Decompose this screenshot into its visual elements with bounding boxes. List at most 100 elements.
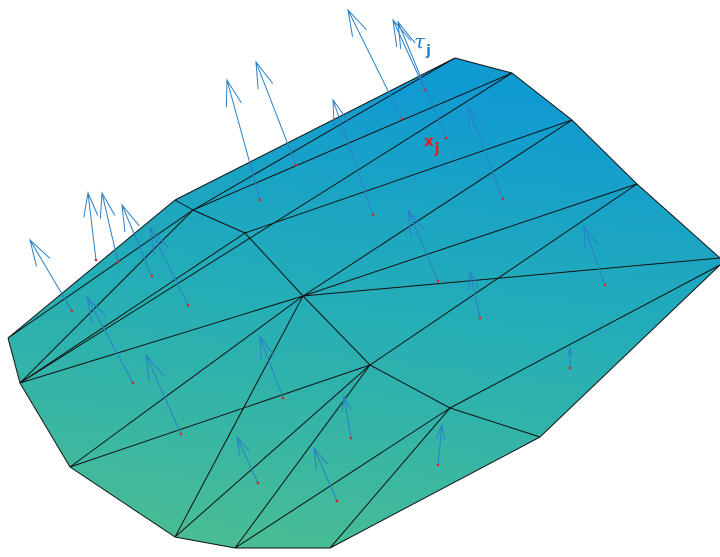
- mesh-edge: [636, 183, 720, 259]
- normal-arrow: [255, 60, 298, 167]
- mesh-edge: [174, 364, 371, 538]
- arrow-head: [313, 446, 328, 470]
- arrow-head: [99, 191, 116, 219]
- tau-subscript: j: [425, 43, 431, 59]
- arrow-head: [29, 238, 51, 267]
- arrow-shaft: [583, 225, 606, 286]
- normal-arrow: [149, 226, 190, 307]
- mesh-edge: [174, 295, 304, 538]
- mesh-edge: [69, 466, 176, 538]
- arrow-head: [392, 18, 412, 47]
- mesh-edge: [174, 57, 456, 201]
- sample-point: [568, 366, 572, 370]
- mesh-edge: [234, 364, 371, 549]
- sample-point: [281, 396, 285, 400]
- arrow-shaft: [469, 271, 481, 319]
- arrow-shaft: [145, 354, 182, 435]
- arrow-head: [121, 203, 140, 233]
- mesh-edge: [302, 183, 638, 297]
- tau-label: τj: [414, 29, 431, 59]
- arrow-head: [86, 295, 107, 324]
- sample-point: [116, 260, 120, 264]
- arrow-head: [567, 346, 573, 356]
- mesh-edge: [69, 295, 304, 468]
- sample-point: [179, 432, 183, 436]
- mesh-edge: [19, 295, 304, 384]
- normal-arrow: [468, 270, 482, 320]
- mesh-edge: [19, 382, 71, 468]
- normal-arrow: [29, 238, 74, 313]
- normal-arrow: [225, 78, 262, 202]
- mesh-edge: [302, 295, 371, 366]
- sample-point: [335, 499, 339, 503]
- arrow-head: [83, 191, 99, 218]
- normal-arrow: [145, 353, 183, 436]
- arrow-shaft: [86, 296, 134, 384]
- arrow-head: [149, 226, 169, 255]
- mesh-edge: [174, 199, 194, 211]
- sample-point: [150, 274, 154, 278]
- mesh-edge: [7, 199, 176, 339]
- normal-arrow: [99, 191, 120, 264]
- mesh-edge: [244, 232, 304, 297]
- mesh-edge: [302, 119, 573, 297]
- mesh-edge: [19, 232, 246, 384]
- normal-arrow: [313, 446, 339, 503]
- normal-arrow: [567, 346, 573, 370]
- normal-arrow: [397, 20, 448, 140]
- mesh-edge: [192, 72, 513, 211]
- sample-point: [444, 136, 448, 140]
- sample-point: [400, 117, 404, 121]
- arrow-shaft: [437, 424, 443, 466]
- sample-point: [349, 436, 353, 440]
- arrow-shaft: [332, 99, 374, 216]
- x-subscript: j: [434, 141, 440, 157]
- arrow-shaft: [101, 192, 119, 263]
- mesh-edge: [19, 72, 513, 384]
- mesh-edge: [449, 264, 720, 409]
- arrow-head: [332, 98, 350, 128]
- arrow-head: [341, 394, 352, 412]
- sample-point: [436, 463, 440, 467]
- arrow-shaft: [397, 21, 447, 139]
- sample-point: [186, 303, 190, 307]
- arrow-head: [435, 423, 446, 440]
- arrow-shaft: [226, 79, 261, 201]
- mesh-edge: [449, 407, 541, 438]
- arrow-head: [236, 435, 250, 456]
- arrow-shaft: [467, 106, 504, 200]
- mesh-edge: [174, 536, 236, 549]
- arrow-head: [583, 224, 598, 249]
- arrow-shaft: [255, 61, 297, 166]
- sample-point: [131, 381, 135, 385]
- arrow-head: [259, 335, 275, 361]
- normal-arrow: [583, 224, 607, 287]
- sample-point: [478, 316, 482, 320]
- mesh-edge: [19, 209, 194, 384]
- normal-arrow: [259, 335, 285, 400]
- arrow-head: [225, 78, 242, 108]
- sample-point: [501, 197, 505, 201]
- sample-point: [94, 258, 98, 262]
- normal-arrow: [467, 105, 505, 201]
- arrow-head: [468, 270, 479, 290]
- sample-point: [371, 213, 375, 217]
- mesh-edge: [454, 57, 513, 74]
- mesh-edge: [329, 436, 541, 549]
- surface-fill: [8, 58, 720, 548]
- sample-point: [70, 309, 74, 313]
- mesh-edge: [7, 209, 194, 339]
- arrow-shaft: [236, 436, 259, 484]
- mesh-edge: [302, 257, 720, 297]
- mesh-edge: [369, 183, 638, 366]
- arrow-head: [255, 60, 274, 90]
- arrow-shaft: [259, 336, 284, 399]
- normal-arrow: [341, 394, 353, 440]
- arrow-shaft: [347, 9, 403, 120]
- arrow-shaft: [29, 239, 73, 312]
- sample-point: [256, 481, 260, 485]
- mesh-edge: [234, 407, 451, 549]
- mesh-edge: [369, 364, 451, 409]
- normal-arrow: [236, 435, 260, 485]
